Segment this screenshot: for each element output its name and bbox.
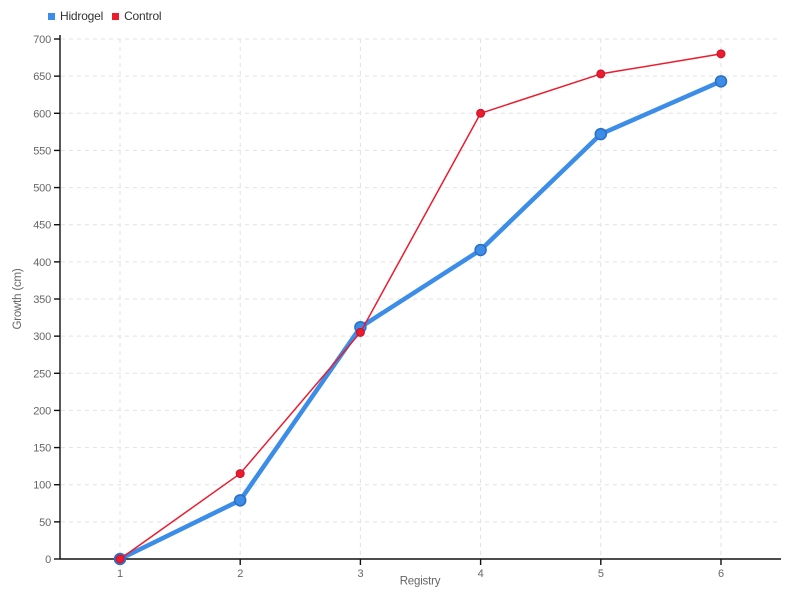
x-tick-labels: 1 2 3 4 5 6 bbox=[117, 568, 724, 580]
point-control-2 bbox=[235, 469, 245, 479]
x-axis-label: Registry bbox=[400, 576, 441, 588]
svg-text:100: 100 bbox=[33, 480, 51, 492]
legend-item-control[interactable]: Control bbox=[112, 9, 162, 23]
series-control bbox=[115, 49, 726, 564]
point-hidrogel-2 bbox=[233, 494, 247, 507]
legend-label-control: Control bbox=[124, 9, 162, 23]
svg-text:300: 300 bbox=[33, 331, 51, 343]
svg-text:600: 600 bbox=[33, 108, 51, 120]
gridlines bbox=[61, 38, 780, 558]
legend-item-hidrogel[interactable]: Hidrogel bbox=[48, 9, 103, 23]
svg-text:350: 350 bbox=[33, 294, 51, 306]
svg-text:450: 450 bbox=[33, 220, 51, 232]
y-axis-label: Growth (cm) bbox=[12, 268, 24, 329]
svg-text:200: 200 bbox=[33, 405, 51, 417]
svg-text:6: 6 bbox=[718, 568, 724, 580]
line-control bbox=[119, 53, 722, 560]
svg-text:650: 650 bbox=[33, 71, 51, 83]
svg-text:150: 150 bbox=[33, 443, 51, 455]
svg-text:3: 3 bbox=[357, 568, 363, 580]
point-control-3 bbox=[355, 327, 365, 337]
point-hidrogel-6 bbox=[714, 75, 728, 88]
y-tick-labels: 0 50 100 150 200 250 300 350 400 450 500 550 600 650 7… bbox=[33, 34, 51, 566]
point-hidrogel-4 bbox=[474, 243, 487, 257]
point-control-5 bbox=[596, 69, 606, 79]
axes bbox=[54, 35, 781, 565]
svg-text:700: 700 bbox=[33, 34, 51, 46]
chart-legend: Hidrogel Control bbox=[48, 9, 162, 23]
svg-text:500: 500 bbox=[33, 183, 51, 195]
svg-text:5: 5 bbox=[598, 568, 604, 580]
point-control-6 bbox=[716, 49, 726, 59]
legend-swatch-hidrogel-icon bbox=[48, 13, 55, 20]
line-hidrogel bbox=[117, 79, 724, 562]
point-hidrogel-5 bbox=[594, 127, 608, 141]
series-hidrogel bbox=[113, 75, 728, 566]
legend-label-hidrogel: Hidrogel bbox=[60, 9, 104, 23]
svg-text:250: 250 bbox=[33, 368, 51, 380]
svg-text:550: 550 bbox=[33, 145, 51, 157]
svg-text:0: 0 bbox=[45, 554, 51, 566]
point-control-4 bbox=[476, 108, 486, 118]
legend-swatch-control-icon bbox=[112, 13, 120, 20]
point-control-1 bbox=[115, 554, 125, 564]
svg-text:50: 50 bbox=[39, 517, 51, 529]
svg-text:400: 400 bbox=[33, 257, 51, 269]
svg-text:4: 4 bbox=[478, 568, 484, 580]
svg-text:2: 2 bbox=[237, 568, 243, 580]
svg-text:1: 1 bbox=[117, 568, 123, 580]
